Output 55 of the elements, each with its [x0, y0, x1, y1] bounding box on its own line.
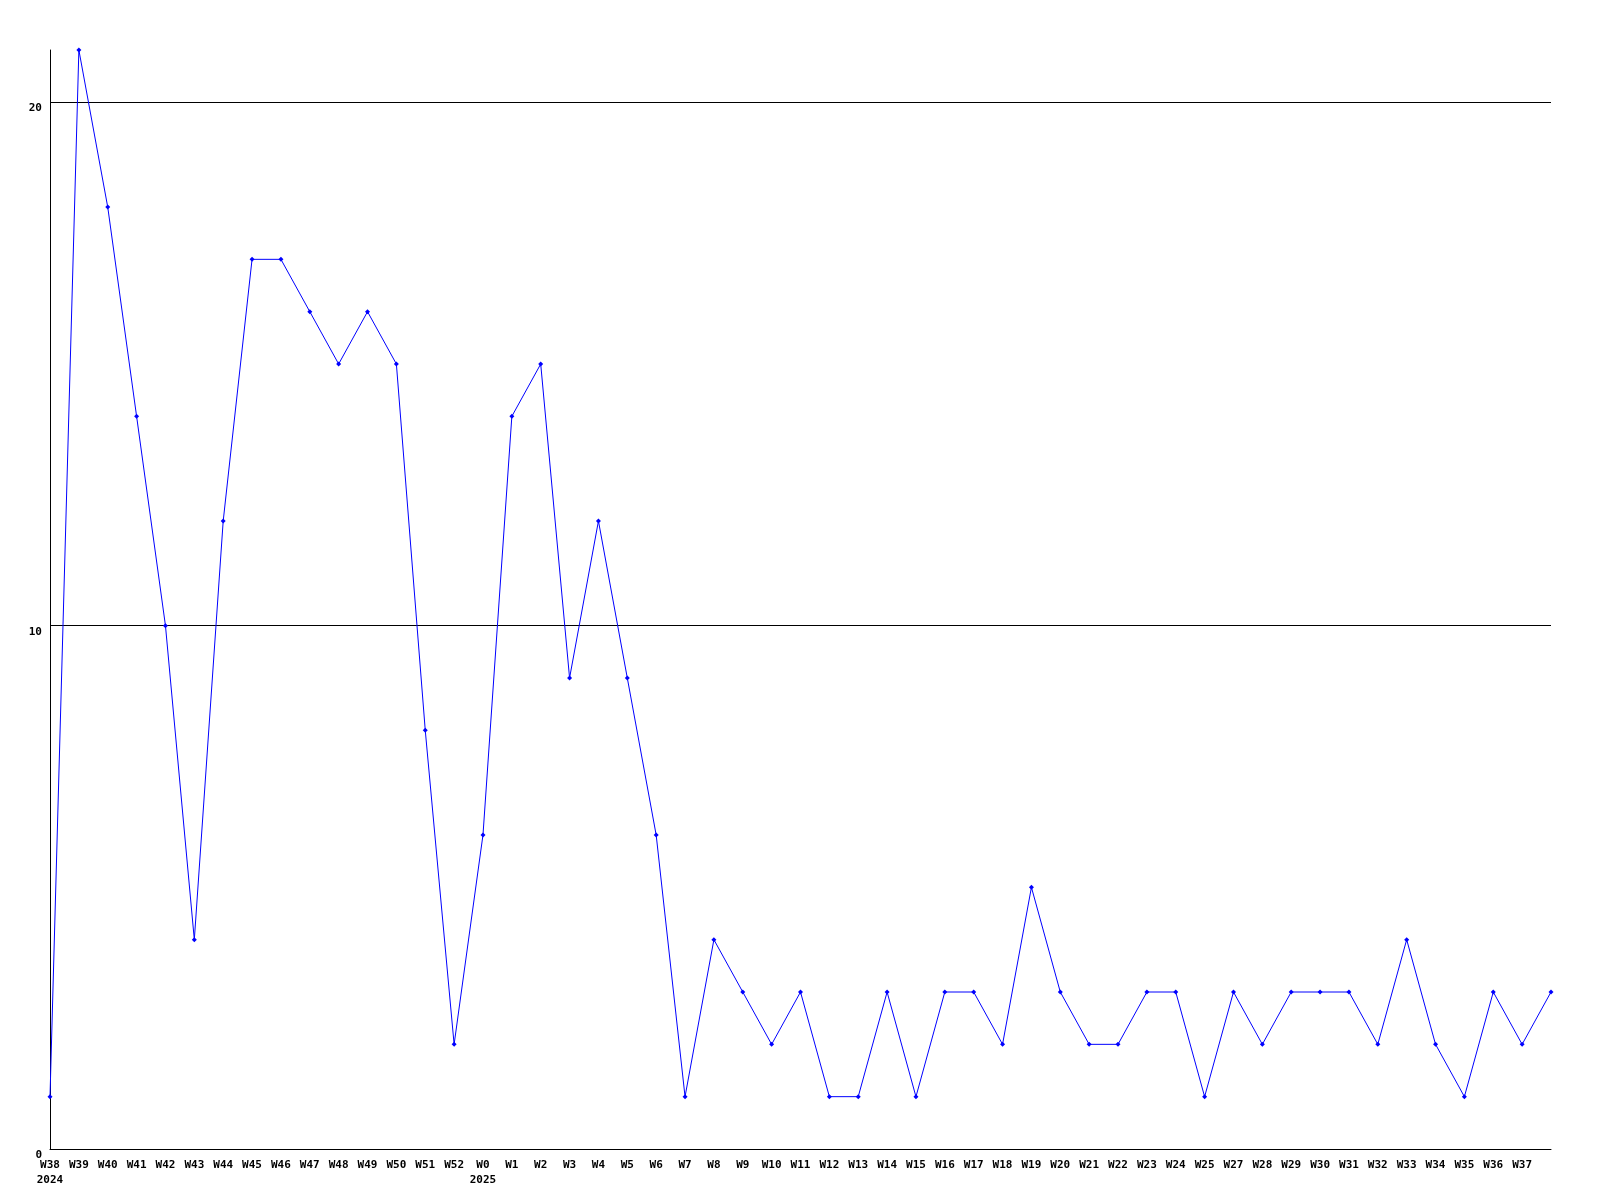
x-tick-label: W41 [126, 1158, 147, 1171]
x-tick-label: W11 [790, 1158, 811, 1171]
x-tick-label: W32 [1367, 1158, 1388, 1171]
x-tick-label: W5 [620, 1158, 634, 1171]
x-tick-label: W39 [68, 1158, 89, 1171]
x-tick-label: W52 [444, 1158, 465, 1171]
x-tick-label: W7 [678, 1158, 692, 1171]
x-tick-label: W36 [1483, 1158, 1504, 1171]
x-tick-label: W9 [736, 1158, 750, 1171]
x-tick-label: W35 [1454, 1158, 1475, 1171]
x-tick-label: W40 [97, 1158, 118, 1171]
x-tick-label: W2 [534, 1158, 548, 1171]
x-tick-label: W33 [1396, 1158, 1417, 1171]
x-tick-label: W37 [1512, 1158, 1533, 1171]
y-tick-label: 10 [28, 624, 42, 638]
x-tick-label: W23 [1136, 1158, 1157, 1171]
x-tick-label: W30 [1310, 1158, 1331, 1171]
x-tick-label: W38 2024 [36, 1158, 64, 1186]
x-tick-label: W44 [213, 1158, 234, 1171]
x-tick-label: W22 [1108, 1158, 1128, 1171]
x-tick-label: W1 [505, 1158, 519, 1171]
x-tick-label: W21 [1079, 1158, 1100, 1171]
x-tick-label: W24 [1165, 1158, 1187, 1171]
y-tick-label: 20 [28, 101, 42, 115]
y-tick-label: 0 [35, 1148, 42, 1161]
x-tick-label: W42 [155, 1158, 176, 1171]
x-tick-label: W50 [386, 1158, 407, 1171]
x-tick-label: W29 [1281, 1158, 1302, 1171]
x-tick-label: W18 [992, 1158, 1013, 1171]
x-tick-label: W0 2025 [469, 1158, 497, 1186]
x-tick-label: W4 [591, 1158, 606, 1171]
x-tick-label: W8 [707, 1158, 721, 1171]
x-tick-label: W48 [328, 1158, 349, 1171]
x-tick-label: W15 [906, 1158, 926, 1171]
x-tick-label: W12 [819, 1158, 840, 1171]
x-tick-label: W16 [934, 1158, 956, 1171]
x-tick-label: W47 [299, 1158, 320, 1171]
x-tick-label: W43 [184, 1158, 205, 1171]
x-tick-label: W3 [562, 1158, 577, 1171]
x-tick-label: W14 [877, 1158, 898, 1171]
x-tick-label: W51 [415, 1158, 436, 1171]
x-tick-label: W45 [242, 1158, 262, 1171]
x-tick-label: W19 [1021, 1158, 1042, 1171]
x-tick-label: W20 [1050, 1158, 1071, 1171]
x-tick-label: W49 [357, 1158, 378, 1171]
x-tick-label: W10 [761, 1158, 782, 1171]
x-tick-label: W17 [963, 1158, 984, 1171]
x-tick-label: W34 [1425, 1158, 1446, 1171]
x-tick-label: W28 [1252, 1158, 1273, 1171]
x-tick-label: W6 [649, 1158, 664, 1171]
x-tick-label: W31 [1339, 1158, 1360, 1171]
x-tick-label: W25 [1194, 1158, 1215, 1171]
x-tick-label: W27 [1223, 1158, 1244, 1171]
x-tick-label: W13 [848, 1158, 869, 1171]
x-tick-label: W46 [270, 1158, 292, 1171]
